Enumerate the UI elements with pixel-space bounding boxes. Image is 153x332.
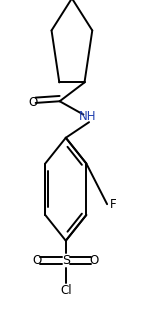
Text: S: S	[62, 254, 70, 267]
Text: Cl: Cl	[60, 284, 72, 297]
Text: F: F	[110, 198, 117, 211]
Text: NH: NH	[78, 110, 96, 123]
Text: O: O	[28, 96, 37, 110]
Text: O: O	[33, 254, 42, 267]
Text: O: O	[90, 254, 99, 267]
